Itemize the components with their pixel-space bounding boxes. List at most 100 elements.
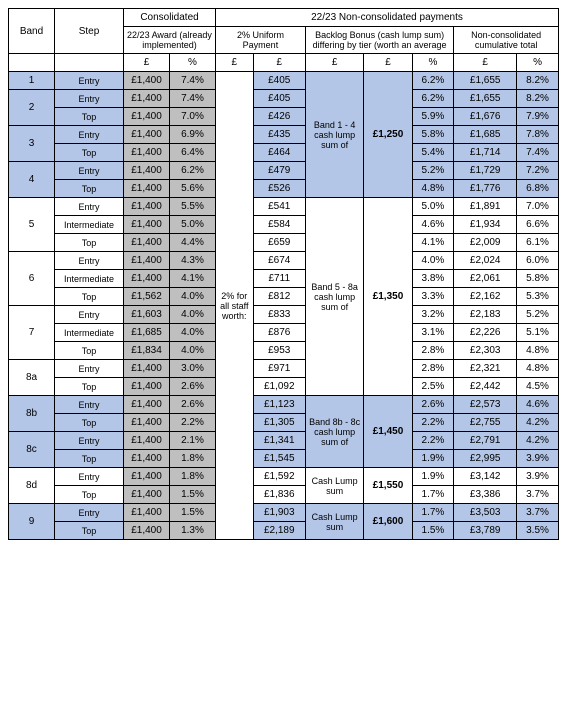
- award-gbp-cell: £1,603: [124, 306, 170, 324]
- award-gbp-cell: £1,400: [124, 378, 170, 396]
- cum-pct-cell: 6.6%: [517, 216, 559, 234]
- cum-value-cell: £2,321: [454, 360, 517, 378]
- table-row: Top£1,4002.6%£1,0922.5%£2,4424.5%: [9, 378, 559, 396]
- award-pct-cell: 7.4%: [170, 90, 216, 108]
- award-gbp-cell: £1,400: [124, 450, 170, 468]
- award-gbp-cell: £1,400: [124, 162, 170, 180]
- hdr-step: Step: [55, 9, 124, 54]
- backlog-pct-cell: 2.8%: [412, 360, 454, 378]
- table-row: 3Entry£1,4006.9%£4355.8%£1,6857.8%: [9, 126, 559, 144]
- cum-value-cell: £2,162: [454, 288, 517, 306]
- award-gbp-cell: £1,400: [124, 522, 170, 540]
- cum-pct-cell: 5.8%: [517, 270, 559, 288]
- step-cell: Top: [55, 342, 124, 360]
- cum-pct-cell: 7.8%: [517, 126, 559, 144]
- table-row: Top£1,8344.0%£9532.8%£2,3034.8%: [9, 342, 559, 360]
- award-pct-cell: 3.0%: [170, 360, 216, 378]
- cum-value-cell: £2,061: [454, 270, 517, 288]
- award-gbp-cell: £1,400: [124, 252, 170, 270]
- backlog-label-cell: Cash Lump sum: [305, 468, 364, 504]
- backlog-pct-cell: 5.4%: [412, 144, 454, 162]
- award-pct-cell: 2.2%: [170, 414, 216, 432]
- hdr-gbp: £: [124, 54, 170, 72]
- step-cell: Entry: [55, 396, 124, 414]
- award-pct-cell: 2.6%: [170, 378, 216, 396]
- step-cell: Top: [55, 522, 124, 540]
- backlog-value-cell: £1,450: [364, 396, 412, 468]
- uniform-value-cell: £812: [253, 288, 305, 306]
- table-row: 8bEntry£1,4002.6%£1,123Band 8b - 8c cash…: [9, 396, 559, 414]
- backlog-pct-cell: 5.2%: [412, 162, 454, 180]
- award-gbp-cell: £1,400: [124, 432, 170, 450]
- cum-pct-cell: 7.0%: [517, 198, 559, 216]
- table-row: Top£1,5624.0%£8123.3%£2,1625.3%: [9, 288, 559, 306]
- cum-pct-cell: 4.6%: [517, 396, 559, 414]
- award-gbp-cell: £1,400: [124, 144, 170, 162]
- cum-value-cell: £2,573: [454, 396, 517, 414]
- hdr-pct: %: [170, 54, 216, 72]
- award-gbp-cell: £1,400: [124, 216, 170, 234]
- cum-value-cell: £1,655: [454, 90, 517, 108]
- step-cell: Entry: [55, 252, 124, 270]
- hdr-band: Band: [9, 9, 55, 54]
- cum-value-cell: £2,009: [454, 234, 517, 252]
- step-cell: Top: [55, 144, 124, 162]
- award-gbp-cell: £1,400: [124, 504, 170, 522]
- step-cell: Top: [55, 234, 124, 252]
- cum-pct-cell: 5.1%: [517, 324, 559, 342]
- award-pct-cell: 5.0%: [170, 216, 216, 234]
- cum-pct-cell: 4.8%: [517, 342, 559, 360]
- award-pct-cell: 4.0%: [170, 288, 216, 306]
- backlog-pct-cell: 1.5%: [412, 522, 454, 540]
- table-row: 6Entry£1,4004.3%£6744.0%£2,0246.0%: [9, 252, 559, 270]
- table-row: Intermediate£1,4005.0%£5844.6%£1,9346.6%: [9, 216, 559, 234]
- award-pct-cell: 7.0%: [170, 108, 216, 126]
- award-pct-cell: 1.3%: [170, 522, 216, 540]
- table-row: 8aEntry£1,4003.0%£9712.8%£2,3214.8%: [9, 360, 559, 378]
- award-gbp-cell: £1,400: [124, 396, 170, 414]
- award-gbp-cell: £1,400: [124, 234, 170, 252]
- backlog-pct-cell: 5.0%: [412, 198, 454, 216]
- step-cell: Intermediate: [55, 216, 124, 234]
- uniform-value-cell: £1,092: [253, 378, 305, 396]
- award-pct-cell: 4.0%: [170, 324, 216, 342]
- step-cell: Entry: [55, 162, 124, 180]
- backlog-pct-cell: 4.1%: [412, 234, 454, 252]
- uniform-label-cell: 2% for all staff worth:: [216, 72, 254, 540]
- cum-pct-cell: 8.2%: [517, 72, 559, 90]
- table-row: 2Entry£1,4007.4%£4056.2%£1,6558.2%: [9, 90, 559, 108]
- table-row: 8dEntry£1,4001.8%£1,592Cash Lump sum£1,5…: [9, 468, 559, 486]
- award-gbp-cell: £1,400: [124, 486, 170, 504]
- band-cell: 8a: [9, 360, 55, 396]
- uniform-value-cell: £1,305: [253, 414, 305, 432]
- cum-pct-cell: 6.8%: [517, 180, 559, 198]
- backlog-label-cell: Band 5 - 8a cash lump sum of: [305, 198, 364, 396]
- step-cell: Entry: [55, 468, 124, 486]
- award-pct-cell: 1.8%: [170, 468, 216, 486]
- cum-value-cell: £1,714: [454, 144, 517, 162]
- band-cell: 8b: [9, 396, 55, 432]
- step-cell: Entry: [55, 198, 124, 216]
- step-cell: Entry: [55, 306, 124, 324]
- cum-pct-cell: 3.9%: [517, 450, 559, 468]
- cum-pct-cell: 7.4%: [517, 144, 559, 162]
- step-cell: Intermediate: [55, 324, 124, 342]
- table-row: 8cEntry£1,4002.1%£1,3412.2%£2,7914.2%: [9, 432, 559, 450]
- backlog-pct-cell: 3.3%: [412, 288, 454, 306]
- step-cell: Entry: [55, 360, 124, 378]
- award-pct-cell: 4.0%: [170, 306, 216, 324]
- cum-pct-cell: 3.5%: [517, 522, 559, 540]
- hdr-gbp: £: [454, 54, 517, 72]
- backlog-pct-cell: 5.8%: [412, 126, 454, 144]
- step-cell: Entry: [55, 432, 124, 450]
- uniform-value-cell: £674: [253, 252, 305, 270]
- uniform-value-cell: £405: [253, 90, 305, 108]
- step-cell: Top: [55, 378, 124, 396]
- hdr-backlog: Backlog Bonus (cash lump sum) differing …: [305, 27, 453, 54]
- uniform-value-cell: £971: [253, 360, 305, 378]
- hdr-cumulative: Non-consolidated cumulative total: [454, 27, 559, 54]
- backlog-value-cell: £1,250: [364, 72, 412, 198]
- step-cell: Entry: [55, 504, 124, 522]
- cum-pct-cell: 3.9%: [517, 468, 559, 486]
- cum-value-cell: £1,776: [454, 180, 517, 198]
